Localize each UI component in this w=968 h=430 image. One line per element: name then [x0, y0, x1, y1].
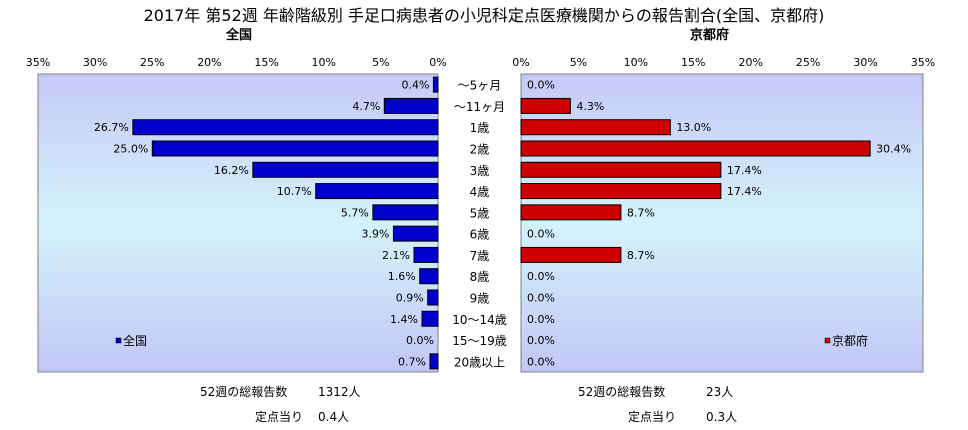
right-panel-title: 京都府: [690, 28, 730, 43]
category-label: 20歳以上: [454, 355, 505, 369]
left-x-tick-label: 0%: [429, 56, 446, 69]
category-label: 1歳: [470, 121, 490, 135]
left-bar: [315, 183, 439, 200]
right-x-tick-label: 5%: [570, 56, 587, 69]
left-bar: [392, 225, 439, 242]
left-bar-value-label: 4.7%: [352, 100, 380, 113]
left-x-tick-label: 15%: [254, 56, 278, 69]
left-bar: [372, 204, 439, 221]
left-plot-area: [37, 73, 439, 373]
category-label: 3歳: [470, 164, 490, 178]
page-title: 2017年 第52週 年齢階級別 手足口病患者の小児科定点医療機関からの報告割合…: [143, 6, 825, 25]
right-total-label: 52週の総報告数: [578, 385, 666, 399]
right-bar-value-label: 4.3%: [576, 100, 604, 113]
right-bar-value-label: 0.0%: [527, 355, 555, 368]
left-bar: [132, 119, 439, 136]
category-label: 7歳: [470, 249, 490, 263]
right-bar-value-label: 13.0%: [676, 121, 711, 134]
left-bar-value-label: 2.1%: [382, 249, 410, 262]
left-bar-value-label: 26.7%: [94, 121, 129, 134]
left-bar: [421, 310, 439, 327]
right-bar-value-label: 30.4%: [876, 143, 911, 156]
category-label: 5歳: [470, 206, 490, 220]
right-plot-area: [520, 73, 924, 373]
left-bar-value-label: 1.4%: [390, 313, 418, 326]
left-total-value: 1312人: [318, 385, 361, 399]
left-panel-title: 全国: [226, 28, 253, 43]
left-x-tick-label: 35%: [26, 56, 50, 69]
category-label: 2歳: [470, 143, 490, 157]
category-label: 8歳: [470, 270, 490, 284]
right-x-tick-label: 20%: [738, 56, 762, 69]
left-bar-value-label: 0.0%: [406, 334, 434, 347]
right-bar-value-label: 0.0%: [527, 292, 555, 305]
right-bar-value-label: 17.4%: [727, 185, 762, 198]
left-bar-value-label: 3.9%: [361, 228, 389, 241]
right-bar-value-label: 8.7%: [627, 206, 655, 219]
left-bar-value-label: 0.7%: [398, 355, 426, 368]
right-bar: [520, 246, 622, 263]
left-bar-value-label: 0.9%: [396, 292, 424, 305]
right-bar-value-label: 0.0%: [527, 334, 555, 347]
left-x-tick-label: 30%: [83, 56, 107, 69]
right-bar: [520, 204, 622, 221]
category-label: 10～14歳: [452, 313, 507, 327]
category-label: ～11ヶ月: [454, 100, 505, 114]
right-bar: [520, 97, 571, 114]
left-legend-swatch: [115, 337, 122, 344]
right-bar-value-label: 0.0%: [527, 228, 555, 241]
left-bar: [383, 97, 439, 114]
left-bar: [429, 353, 439, 370]
right-x-tick-label: 0%: [512, 56, 529, 69]
category-label: ～5ヶ月: [458, 79, 502, 93]
left-per-label: 定点当り: [255, 410, 304, 424]
right-bar-value-label: 17.4%: [727, 164, 762, 177]
left-x-tick-label: 10%: [311, 56, 335, 69]
left-bar-value-label: 25.0%: [113, 143, 148, 156]
right-legend-label: 京都府: [832, 333, 868, 348]
left-bar-value-label: 1.6%: [388, 270, 416, 283]
left-bar: [413, 246, 439, 263]
left-bar: [151, 140, 439, 157]
left-bar: [419, 268, 439, 285]
left-per-value: 0.4人: [318, 410, 350, 424]
right-bar-value-label: 8.7%: [627, 249, 655, 262]
category-label: 15～19歳: [452, 334, 507, 348]
left-bar: [432, 76, 439, 93]
right-bar: [520, 161, 722, 178]
right-per-value: 0.3人: [706, 410, 738, 424]
right-x-tick-label: 30%: [853, 56, 877, 69]
left-bar-value-label: 16.2%: [214, 164, 249, 177]
category-label: 6歳: [470, 228, 490, 242]
left-bar: [427, 289, 439, 306]
left-total-label: 52週の総報告数: [200, 385, 288, 399]
left-x-tick-label: 25%: [140, 56, 164, 69]
left-bar-value-label: 5.7%: [341, 206, 369, 219]
left-x-tick-label: 20%: [197, 56, 221, 69]
left-bar: [252, 161, 439, 178]
left-bar-value-label: 0.4%: [401, 79, 429, 92]
left-x-tick-label: 5%: [372, 56, 389, 69]
left-bar-value-label: 10.7%: [277, 185, 312, 198]
right-bar-value-label: 0.0%: [527, 313, 555, 326]
right-per-label: 定点当り: [628, 410, 677, 424]
category-label: 4歳: [470, 185, 490, 199]
right-bar: [520, 183, 722, 200]
right-bar-value-label: 0.0%: [527, 79, 555, 92]
category-label: 9歳: [470, 292, 490, 306]
right-bar-value-label: 0.0%: [527, 270, 555, 283]
right-x-tick-label: 35%: [911, 56, 935, 69]
right-x-tick-label: 25%: [796, 56, 820, 69]
right-total-value: 23人: [706, 385, 734, 399]
right-x-tick-label: 15%: [681, 56, 705, 69]
left-legend-label: 全国: [123, 333, 147, 348]
right-legend-swatch: [824, 337, 831, 344]
right-bar: [520, 119, 671, 136]
right-bar: [520, 140, 871, 157]
right-x-tick-label: 10%: [624, 56, 648, 69]
